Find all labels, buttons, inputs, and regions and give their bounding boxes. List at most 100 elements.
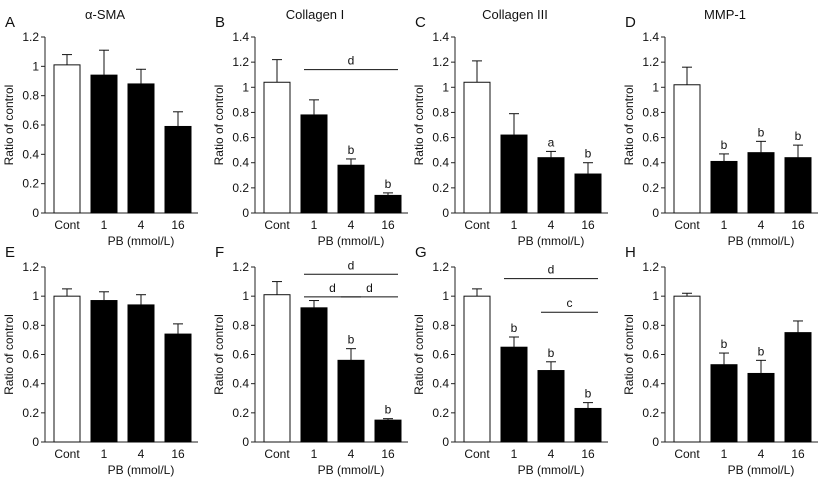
y-tick-label: 0.6	[642, 131, 659, 145]
y-tick-label: 1.2	[22, 30, 39, 44]
bar-4	[747, 372, 775, 443]
y-tick-label: 1.2	[642, 260, 659, 274]
y-tick-label: 0	[242, 206, 249, 220]
x-tick-label: 1	[721, 447, 728, 461]
y-tick-label: 1.4	[432, 30, 449, 44]
y-tick-label: 1	[242, 80, 249, 94]
significance-label: b	[511, 321, 518, 335]
y-tick-label: 1	[442, 289, 449, 303]
bar-cont	[263, 294, 291, 443]
y-tick-label: 0	[32, 206, 39, 220]
bar-cont	[463, 295, 491, 443]
panel-d: D MMP-1 0 0.2 0.4 0.6 0.8 1 1.2 1.4 Ratio of contr…	[622, 7, 818, 248]
panel-letter: G	[415, 244, 427, 261]
x-tick-label: 4	[548, 447, 555, 461]
y-tick-label: 1.4	[232, 30, 249, 44]
x-tick-label: 1	[101, 218, 108, 232]
bar-16	[784, 332, 812, 443]
bar-4	[127, 83, 155, 214]
y-tick-label: 0.2	[432, 181, 449, 195]
x-tick-label: 16	[381, 447, 395, 461]
bar-cont	[673, 84, 701, 214]
x-axis-label: PB (mmol/L)	[518, 234, 585, 248]
y-tick-label: 0.2	[432, 406, 449, 420]
significance-label: a	[548, 135, 555, 149]
y-tick-label: 0	[442, 435, 449, 449]
y-tick-label: 0.8	[22, 89, 39, 103]
bar-4	[127, 304, 155, 443]
bar-16	[374, 194, 402, 214]
x-tick-label: 1	[511, 218, 518, 232]
x-tick-label: 1	[721, 218, 728, 232]
bar-cont	[263, 81, 291, 214]
panel-letter: H	[625, 244, 636, 261]
y-tick-label: 1.2	[432, 260, 449, 274]
bar-1	[710, 160, 738, 214]
bar-4	[537, 157, 565, 214]
bar-cont	[463, 81, 491, 214]
significance-label: b	[385, 403, 392, 417]
x-tick-label: 1	[101, 447, 108, 461]
panel-letter: C	[415, 14, 426, 31]
bracket-label: c	[567, 296, 573, 310]
y-tick-label: 1	[652, 80, 659, 94]
y-tick-label: 0.6	[432, 131, 449, 145]
y-tick-label: 0.4	[232, 156, 249, 170]
x-axis-label: PB (mmol/L)	[728, 463, 795, 477]
bracket-label: d	[548, 263, 555, 277]
bracket-label: d	[348, 54, 355, 68]
x-tick-label: Cont	[54, 218, 80, 232]
bracket-label: d	[366, 281, 373, 295]
y-tick-label: 1.2	[432, 55, 449, 69]
y-tick-label: 0.6	[432, 348, 449, 362]
significance-label: b	[548, 346, 555, 360]
x-tick-label: Cont	[674, 447, 700, 461]
y-tick-label: 0.4	[22, 377, 39, 391]
y-tick-label: 0.6	[22, 348, 39, 362]
y-tick-label: 0.2	[232, 406, 249, 420]
x-tick-label: 16	[791, 447, 805, 461]
panel-letter: D	[625, 14, 636, 31]
significance-label: b	[758, 344, 765, 358]
y-tick-label: 1.2	[642, 55, 659, 69]
panel-title: MMP-1	[704, 7, 746, 22]
y-axis-label: Ratio of control	[412, 85, 426, 166]
x-axis-label: PB (mmol/L)	[108, 463, 175, 477]
bar-1	[90, 300, 118, 443]
bar-4	[537, 370, 565, 443]
panel-letter: B	[215, 14, 225, 31]
panel-title: Collagen I	[286, 7, 345, 22]
y-tick-label: 0.4	[642, 377, 659, 391]
y-tick-label: 0	[652, 435, 659, 449]
bar-1	[500, 346, 528, 443]
panel-f: F 0 0.2 0.4 0.6 0.8 1 1.2 Ratio of control Cont 1 b…	[212, 244, 408, 477]
x-tick-label: 16	[171, 218, 185, 232]
bar-16	[574, 173, 602, 214]
panel-b: B Collagen I 0 0.2 0.4 0.6 0.8 1 1.2 1.4 Ratio of …	[212, 7, 408, 248]
y-axis-label: Ratio of control	[2, 85, 16, 166]
y-tick-label: 1.2	[232, 55, 249, 69]
y-tick-label: 0.2	[22, 177, 39, 191]
significance-label: b	[585, 147, 592, 161]
y-tick-label: 0.6	[232, 348, 249, 362]
panel-letter: A	[5, 14, 15, 31]
bar-16	[374, 419, 402, 443]
bar-16	[784, 157, 812, 214]
x-tick-label: Cont	[264, 447, 290, 461]
y-tick-label: 1	[242, 289, 249, 303]
y-tick-label: 0.8	[642, 105, 659, 119]
panel-letter: E	[5, 244, 15, 261]
panel-g: G 0 0.2 0.4 0.6 0.8 1 1.2 Ratio of control Cont b 1…	[412, 244, 608, 477]
x-tick-label: 16	[381, 218, 395, 232]
y-tick-label: 0	[242, 435, 249, 449]
x-tick-label: 16	[581, 218, 595, 232]
x-tick-label: 16	[171, 447, 185, 461]
x-tick-label: 4	[348, 218, 355, 232]
y-axis-label: Ratio of control	[212, 85, 226, 166]
y-tick-label: 0	[442, 206, 449, 220]
y-tick-label: 0.8	[642, 318, 659, 332]
y-tick-label: 1	[442, 80, 449, 94]
